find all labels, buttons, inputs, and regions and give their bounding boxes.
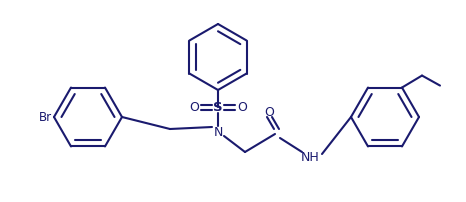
Text: Br: Br [39,111,52,124]
Text: NH: NH [301,151,319,164]
Text: O: O [189,101,199,114]
Text: O: O [264,106,274,119]
Text: N: N [213,126,223,139]
Text: O: O [237,101,247,114]
Text: S: S [213,101,223,114]
